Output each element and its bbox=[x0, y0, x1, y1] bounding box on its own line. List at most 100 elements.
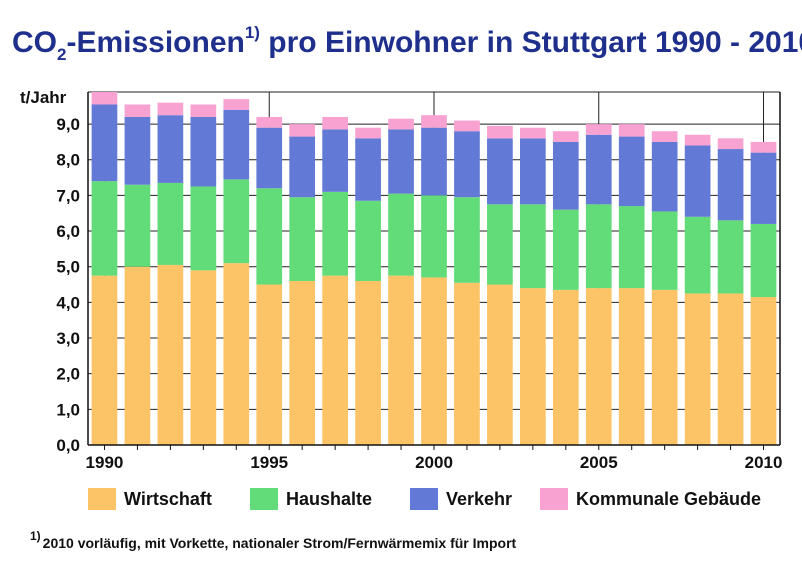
legend-swatch-wirtschaft bbox=[88, 488, 116, 510]
x-tick-label: 1995 bbox=[250, 453, 288, 472]
y-tick-label: 6,0 bbox=[56, 222, 80, 241]
bar-segment-haushalte bbox=[520, 204, 546, 289]
title-rest: pro Einwohner in Stuttgart 1990 - 2010 bbox=[260, 26, 802, 59]
bar-segment-haushalte bbox=[684, 216, 711, 294]
y-tick-label: 4,0 bbox=[56, 293, 80, 312]
bar-segment-wirtschaft bbox=[618, 288, 645, 445]
bar-segment-haushalte bbox=[322, 191, 348, 276]
y-tick-label: 3,0 bbox=[56, 329, 80, 348]
bar-segment-kommunale-gebäude bbox=[684, 134, 711, 146]
y-tick-label: 2,0 bbox=[56, 365, 80, 384]
bar-segment-wirtschaft bbox=[91, 275, 118, 445]
bar-segment-verkehr bbox=[684, 145, 711, 217]
bar-segment-wirtschaft bbox=[454, 282, 480, 445]
bar-segment-haushalte bbox=[651, 211, 678, 290]
bar-segment-kommunale-gebäude bbox=[256, 116, 283, 128]
legend-swatch-haushalte bbox=[250, 488, 278, 510]
bar-segment-kommunale-gebäude bbox=[552, 131, 579, 142]
bar-segment-wirtschaft bbox=[190, 270, 217, 445]
legend-label-verkehr: Verkehr bbox=[446, 489, 512, 509]
axes bbox=[87, 92, 781, 450]
bar-segment-verkehr bbox=[256, 127, 283, 189]
bar-segment-verkehr bbox=[289, 136, 316, 198]
bar-segment-haushalte bbox=[454, 197, 480, 283]
footnote-marker: 1) bbox=[30, 529, 41, 543]
bar-segment-wirtschaft bbox=[157, 264, 184, 445]
bar-segment-haushalte bbox=[750, 223, 777, 298]
bar-segment-kommunale-gebäude bbox=[717, 138, 744, 150]
bar-segment-verkehr bbox=[388, 129, 414, 194]
y-tick-label: 9,0 bbox=[56, 115, 80, 134]
bar-segment-haushalte bbox=[355, 200, 381, 281]
legend-label-kommunale-gebäude: Kommunale Gebäude bbox=[576, 489, 761, 509]
bar-segment-verkehr bbox=[157, 115, 184, 183]
bar-segment-haushalte bbox=[388, 193, 414, 276]
bar-segment-kommunale-gebäude bbox=[487, 125, 513, 139]
x-tick-label: 2000 bbox=[415, 453, 453, 472]
bar-segment-wirtschaft bbox=[289, 280, 316, 445]
bar-segment-haushalte bbox=[289, 197, 316, 281]
bar-segment-haushalte bbox=[223, 179, 250, 264]
bar-segment-wirtschaft bbox=[355, 280, 381, 445]
footnote-text: 2010 vorläufig, mit Vorkette, nationaler… bbox=[43, 535, 517, 551]
y-tick-label: 7,0 bbox=[56, 186, 80, 205]
bar-segment-kommunale-gebäude bbox=[454, 120, 480, 132]
bar-segment-kommunale-gebäude bbox=[421, 115, 447, 128]
title-prefix: CO bbox=[12, 26, 57, 59]
bar-segment-wirtschaft bbox=[487, 284, 513, 445]
bar-segment-verkehr bbox=[355, 138, 381, 201]
legend: Wirtschaft Haushalte Verkehr Kommunale Gebä… bbox=[88, 488, 761, 510]
bar-segment-haushalte bbox=[190, 186, 217, 271]
bar-segment-verkehr bbox=[190, 116, 217, 187]
y-tick-label: 0,0 bbox=[56, 436, 80, 455]
legend-swatch-kommunale-gebäude bbox=[540, 488, 568, 510]
y-tick-label: 8,0 bbox=[56, 151, 80, 170]
bar-segment-wirtschaft bbox=[124, 266, 151, 445]
bar-segment-kommunale-gebäude bbox=[355, 127, 381, 139]
bar-segment-wirtschaft bbox=[322, 275, 348, 445]
title-subscript: 2 bbox=[57, 45, 66, 64]
title-superscript: 1) bbox=[245, 23, 260, 42]
bar-segment-haushalte bbox=[91, 181, 118, 276]
legend-label-wirtschaft: Wirtschaft bbox=[124, 489, 212, 509]
footnote: 1) 2010 vorläufig, mit Vorkette, national… bbox=[30, 529, 517, 551]
x-tick-label: 2010 bbox=[745, 453, 783, 472]
bar-segment-kommunale-gebäude bbox=[651, 131, 678, 142]
bar-segment-kommunale-gebäude bbox=[388, 118, 414, 130]
bar-segment-kommunale-gebäude bbox=[157, 102, 184, 116]
bar-segment-verkehr bbox=[717, 149, 744, 221]
bar-segment-kommunale-gebäude bbox=[618, 124, 645, 137]
x-tick-label: 1990 bbox=[86, 453, 124, 472]
chart-title: CO2-Emissionen1) pro Einwohner in Stuttg… bbox=[12, 23, 802, 64]
bar-segment-verkehr bbox=[454, 131, 480, 198]
bars bbox=[91, 92, 777, 445]
bar-segment-wirtschaft bbox=[223, 263, 250, 445]
bar-segment-verkehr bbox=[651, 141, 678, 212]
bar-segment-kommunale-gebäude bbox=[520, 127, 546, 139]
bar-segment-verkehr bbox=[552, 141, 579, 210]
bar-segment-kommunale-gebäude bbox=[124, 104, 151, 117]
bar-segment-verkehr bbox=[124, 116, 151, 185]
bar-segment-haushalte bbox=[552, 209, 579, 290]
bar-segment-kommunale-gebäude bbox=[223, 99, 250, 110]
bar-segment-kommunale-gebäude bbox=[322, 116, 348, 130]
bar-segment-verkehr bbox=[585, 134, 612, 205]
y-tick-label: 5,0 bbox=[56, 258, 80, 277]
bar-segment-haushalte bbox=[717, 220, 744, 294]
title-main: -Emissionen bbox=[66, 26, 244, 59]
bar-segment-verkehr bbox=[421, 127, 447, 196]
bar-segment-wirtschaft bbox=[750, 297, 777, 445]
bar-segment-haushalte bbox=[585, 204, 612, 289]
x-tick-labels: 1990 1995 2000 2005 2010 bbox=[86, 453, 783, 472]
bar-segment-verkehr bbox=[618, 136, 645, 207]
y-axis-unit: t/Jahr bbox=[20, 88, 67, 107]
bar-segment-haushalte bbox=[421, 195, 447, 278]
bar-segment-kommunale-gebäude bbox=[190, 104, 217, 117]
bar-segment-haushalte bbox=[256, 188, 283, 285]
bar-segment-haushalte bbox=[618, 206, 645, 289]
x-tick-label: 2005 bbox=[580, 453, 618, 472]
bar-segment-haushalte bbox=[124, 184, 151, 267]
bar-segment-wirtschaft bbox=[388, 275, 414, 445]
bar-segment-kommunale-gebäude bbox=[289, 124, 316, 137]
